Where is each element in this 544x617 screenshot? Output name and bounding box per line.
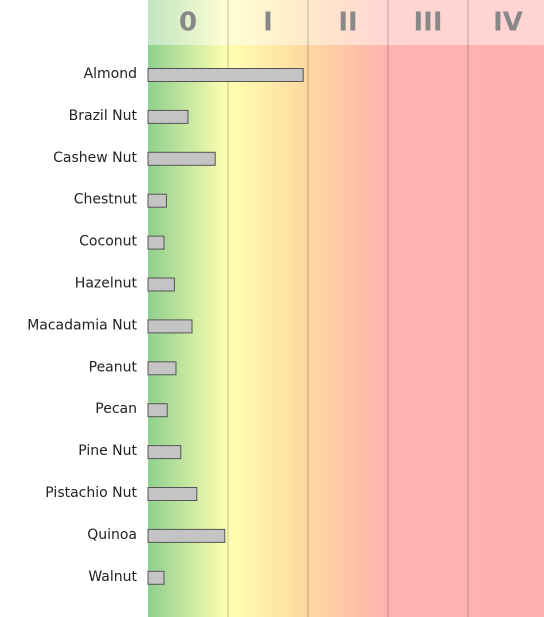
zone-label: III <box>413 8 442 38</box>
zone-background <box>148 0 544 617</box>
category-label: Pistachio Nut <box>45 485 137 501</box>
category-label: Hazelnut <box>75 276 138 292</box>
bar <box>147 68 304 82</box>
bar <box>147 193 167 208</box>
zone-label: I <box>263 8 273 38</box>
bar <box>147 151 216 166</box>
category-label: Quinoa <box>87 527 137 543</box>
bar <box>147 528 226 543</box>
zone-label: II <box>338 8 357 38</box>
bar <box>147 319 193 334</box>
zone-label: IV <box>493 8 523 38</box>
bar <box>147 403 168 418</box>
bar <box>147 235 165 250</box>
category-label: Peanut <box>89 359 138 375</box>
category-label: Brazil Nut <box>69 108 138 124</box>
bar <box>147 361 177 376</box>
category-label: Pecan <box>95 401 137 417</box>
bar <box>147 277 175 292</box>
bar <box>147 487 198 501</box>
bar <box>147 570 165 585</box>
bar <box>147 445 182 460</box>
category-label: Walnut <box>88 569 137 585</box>
bar <box>147 109 189 124</box>
category-label: Cashew Nut <box>53 150 137 166</box>
category-label: Almond <box>84 66 137 82</box>
category-label: Coconut <box>79 234 137 250</box>
category-label: Macadamia Nut <box>27 317 137 333</box>
category-label: Chestnut <box>74 192 138 208</box>
category-label: Pine Nut <box>78 443 137 459</box>
zone-label: 0 <box>179 8 197 38</box>
zone-header <box>148 0 544 45</box>
